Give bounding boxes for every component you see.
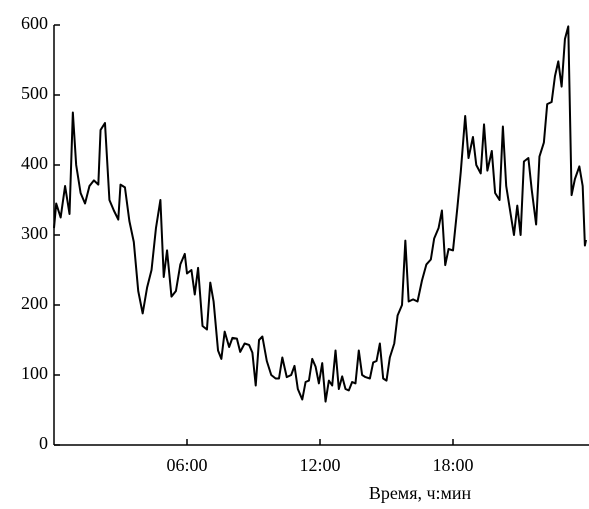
- y-tick-label: 300: [21, 223, 48, 243]
- data-line: [53, 25, 587, 403]
- y-tick-label: 400: [21, 153, 48, 173]
- y-tick-label: 500: [21, 83, 48, 103]
- x-tick-label: 18:00: [432, 455, 473, 475]
- y-tick-label: 0: [39, 433, 48, 453]
- y-tick-label: 200: [21, 293, 48, 313]
- x-axis-label: Время, ч:мин: [369, 483, 472, 503]
- y-tick-label: 600: [21, 13, 48, 33]
- x-tick-label: 12:00: [299, 455, 340, 475]
- x-tick-label: 06:00: [166, 455, 207, 475]
- y-tick-label: 100: [21, 363, 48, 383]
